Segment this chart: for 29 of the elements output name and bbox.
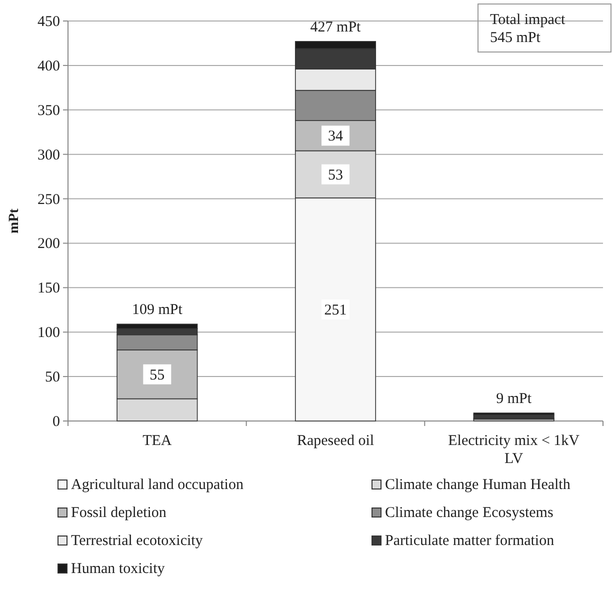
total-label: 427 mPt <box>310 19 362 36</box>
total-label: 9 mPt <box>496 391 532 407</box>
legend-label: Climate change Human Health <box>385 477 571 493</box>
legend-label: Fossil depletion <box>71 505 167 521</box>
x-tick-label: Electricity mix < 1kV LV <box>448 433 580 467</box>
y-tick-label: 300 <box>38 147 60 164</box>
y-tick-label: 0 <box>52 414 60 430</box>
y-tick-label: 350 <box>38 102 60 119</box>
y-tick-label: 150 <box>38 280 60 297</box>
data-label: 53 <box>328 167 343 184</box>
y-tick-label: 50 <box>45 370 60 386</box>
data-label: 55 <box>150 367 165 384</box>
data-label: 251 <box>324 302 347 318</box>
x-tick-label: TEA <box>142 433 172 449</box>
x-tick-label: Rapeseed oil <box>296 433 374 449</box>
total-label: 109 mPt <box>132 302 184 318</box>
annotation: Total impact 545 mPt <box>490 12 566 46</box>
y-tick-label: 250 <box>38 192 60 208</box>
legend-label: Terrestrial ecotoxicity <box>71 533 204 549</box>
y-axis-title: mPt <box>7 208 22 234</box>
y-tick-label: 450 <box>38 14 60 30</box>
legend-label: Climate change Ecosystems <box>385 505 554 521</box>
y-tick-label: 100 <box>38 325 60 342</box>
data-label: 34 <box>328 128 344 145</box>
legend-label: Particulate matter formation <box>385 533 555 549</box>
legend-label: Agricultural land occupation <box>71 477 244 493</box>
legend-label: Human toxicity <box>71 561 166 577</box>
y-tick-label: 200 <box>38 236 60 252</box>
y-tick-label: 400 <box>38 58 60 74</box>
